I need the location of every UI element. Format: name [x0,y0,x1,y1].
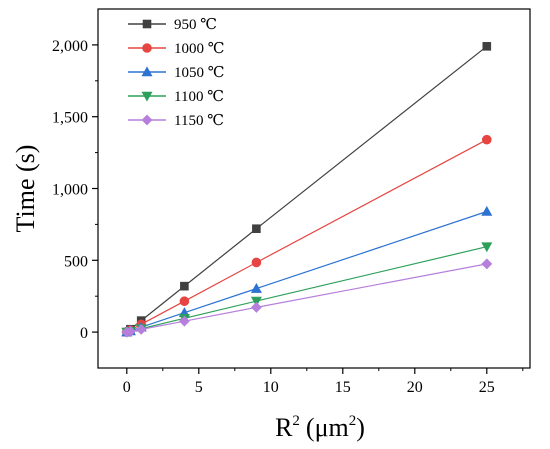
x-tick-label: 25 [479,379,495,396]
legend-item: 1100 ℃ [128,89,224,105]
x-axis: 0 5 10 15 20 25 [123,368,524,396]
series-layer [121,42,493,338]
x-tick-label: 5 [195,379,203,396]
marker-circle [481,134,492,145]
x-axis-title-superscript: 2 [292,413,300,429]
marker-square [180,281,189,291]
marker-circle [142,43,152,53]
marker-triangle-up [481,205,493,216]
legend-item: 950 ℃ [128,17,217,33]
x-axis-title-main: R [275,413,293,442]
x-axis-title-close: ) [356,413,365,442]
y-tick-label: 500 [64,253,88,270]
legend: 950 ℃ 1000 ℃ 1050 ℃ 1100 ℃ 1150 ℃ [128,17,225,129]
x-axis-title-unit: (μm [306,413,349,442]
legend-label: 1150 ℃ [174,113,224,129]
y-tick-label: 0 [80,325,88,342]
marker-square [482,42,492,51]
x-axis-title-unit-superscript: 2 [349,413,357,429]
x-tick-label: 10 [263,379,279,396]
marker-diamond [124,325,136,337]
marker-diamond [141,114,153,126]
marker-triangle-up [141,66,153,77]
marker-circle [179,296,190,307]
x-axis-title: R2 (μm2) [275,413,365,442]
legend-item: 1150 ℃ [128,113,224,129]
x-tick-label: 15 [335,379,351,396]
marker-circle [251,257,262,268]
marker-square [252,224,261,234]
marker-diamond [135,323,147,335]
marker-square [142,19,152,29]
x-tick-label: 20 [407,379,423,396]
marker-diamond [178,315,190,327]
y-axis-title: Time (s) [11,145,40,233]
legend-label: 1100 ℃ [174,89,224,105]
series-1050 [121,205,493,337]
marker-diamond [250,301,262,313]
legend-label: 950 ℃ [174,17,217,33]
y-tick-label: 2,000 [52,38,88,55]
y-axis: 0 500 1,000 1,500 2,000 [52,38,98,342]
marker-triangle-down [250,296,262,307]
series-1150 [121,258,493,338]
marker-triangle-down [141,91,153,102]
legend-item: 1050 ℃ [128,65,225,81]
y-tick-label: 1,500 [52,110,88,127]
marker-diamond [481,258,493,270]
x-tick-label: 0 [123,379,131,396]
legend-label: 1000 ℃ [174,41,225,57]
y-tick-label: 1,000 [52,182,88,199]
legend-label: 1050 ℃ [174,65,225,81]
series-950 [122,42,492,337]
marker-triangle-up [250,282,262,293]
marker-triangle-down [481,242,493,253]
series-1000 [122,134,492,337]
legend-item: 1000 ℃ [128,41,225,57]
